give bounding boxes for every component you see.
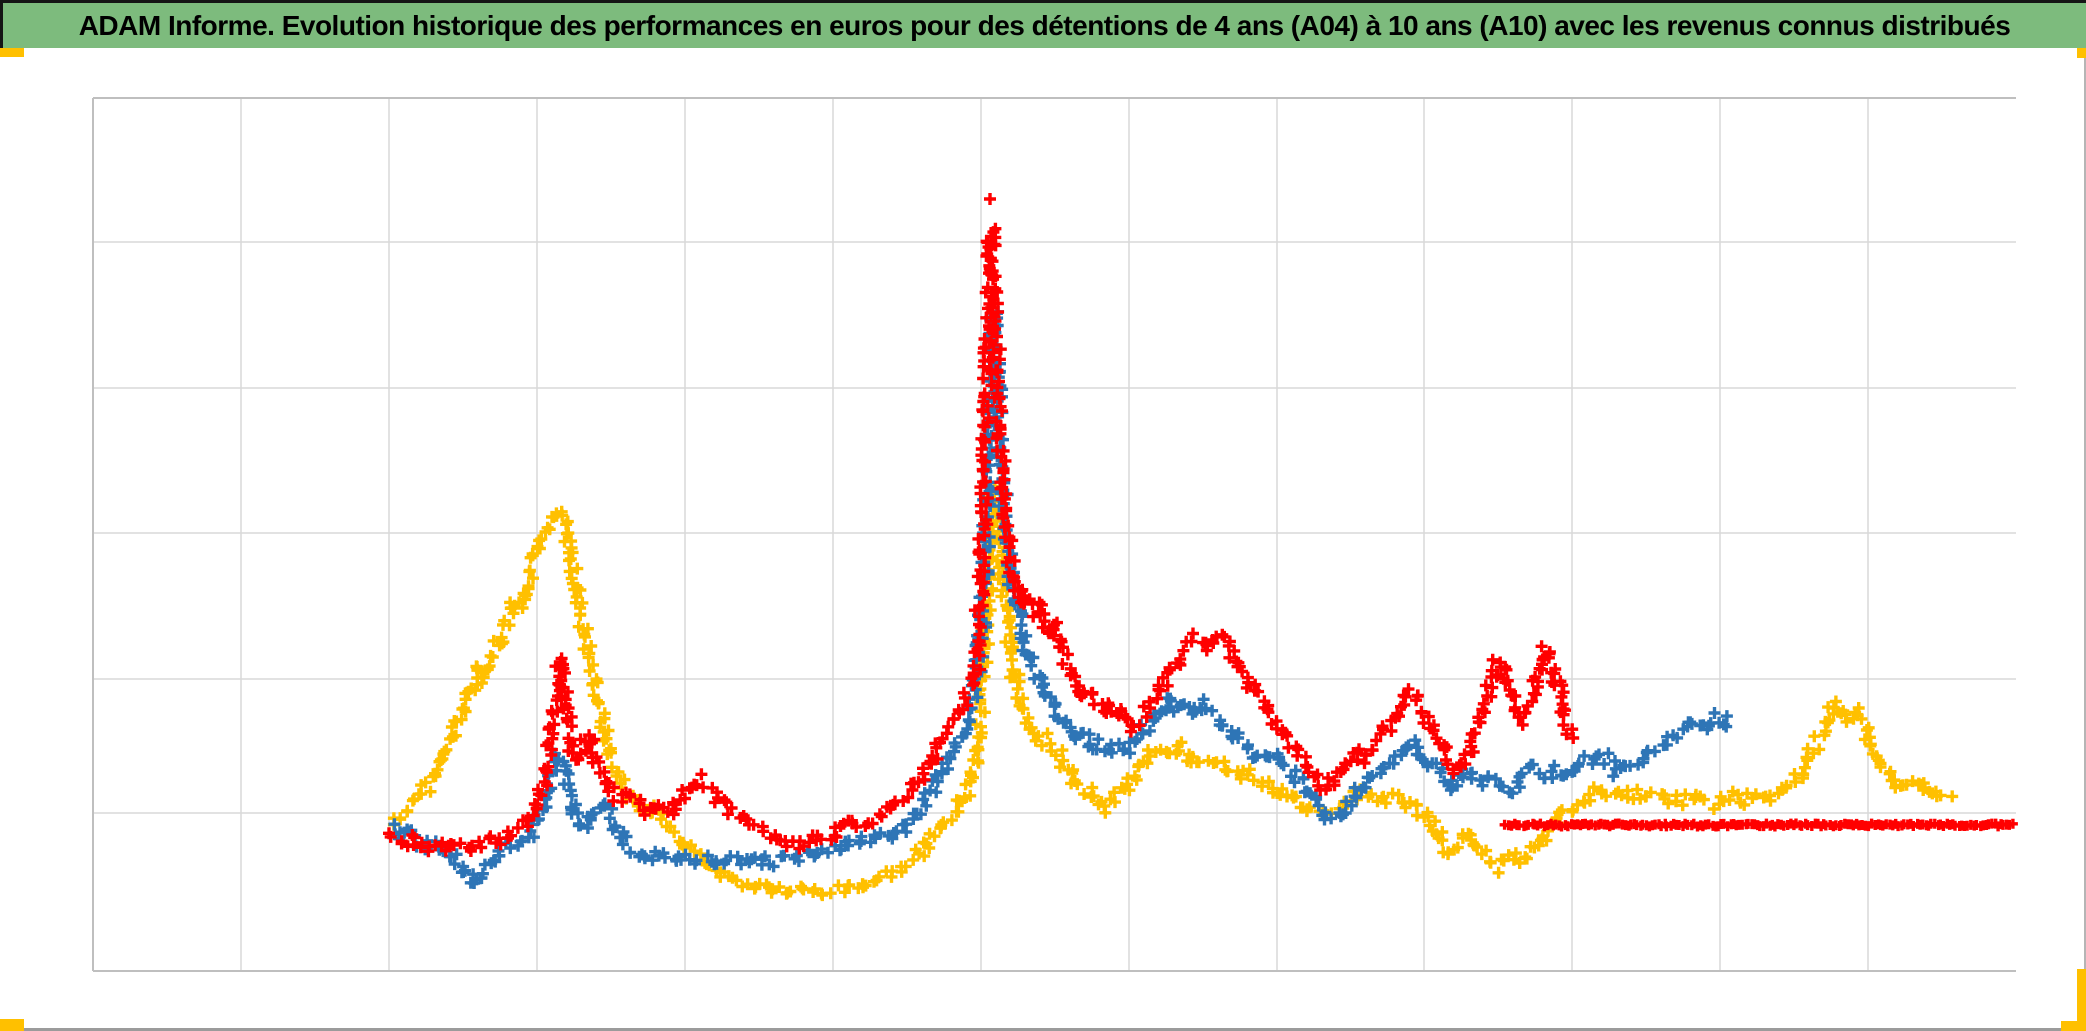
page-bottom-border — [0, 1028, 2086, 1031]
page-title: ADAM Informe. Evolution historique des p… — [78, 9, 2011, 41]
corner-accent-top-right — [2077, 48, 2086, 58]
title-bar: ADAM Informe. Evolution historique des p… — [0, 0, 2086, 48]
corner-accent-bottom-right-vert — [2077, 969, 2086, 1031]
corner-accent-bottom-left — [0, 1019, 24, 1031]
corner-accent-top-left — [0, 48, 24, 57]
corner-accent-bottom-right-horz — [2061, 1021, 2086, 1031]
page-right-border — [2084, 48, 2086, 1031]
